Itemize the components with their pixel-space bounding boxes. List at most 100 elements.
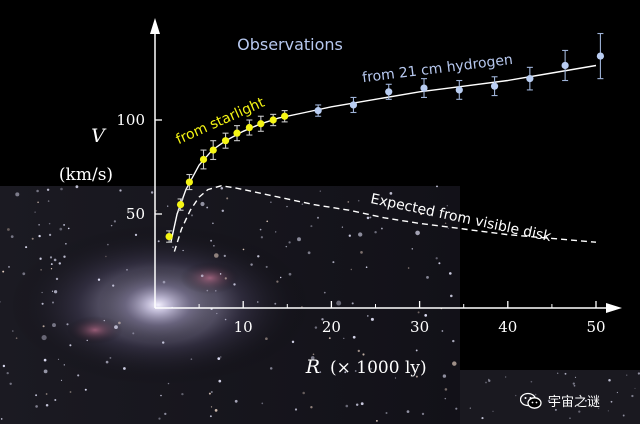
- star: [366, 216, 370, 220]
- star: [172, 246, 174, 249]
- star: [574, 376, 577, 378]
- star: [47, 200, 50, 202]
- star: [45, 393, 48, 395]
- star: [360, 402, 364, 406]
- star: [52, 301, 54, 304]
- star: [441, 330, 444, 332]
- star: [438, 262, 441, 265]
- background-stars: [0, 185, 640, 422]
- star: [286, 205, 288, 208]
- star: [7, 265, 11, 268]
- star: [444, 388, 448, 391]
- star: [52, 323, 56, 328]
- starlight-point: [245, 123, 253, 132]
- star: [210, 391, 213, 393]
- star: [66, 323, 69, 326]
- star: [110, 224, 113, 227]
- star: [487, 378, 490, 381]
- star: [65, 242, 67, 245]
- star: [105, 360, 109, 364]
- star: [265, 337, 268, 341]
- star: [450, 294, 453, 298]
- star: [39, 257, 42, 260]
- star: [217, 357, 221, 360]
- star: [415, 349, 418, 352]
- star: [132, 332, 135, 335]
- star: [385, 412, 388, 414]
- star: [547, 399, 551, 403]
- star: [6, 371, 9, 375]
- star: [164, 412, 167, 416]
- star: [351, 302, 354, 305]
- hydrogen-point: [561, 61, 569, 70]
- star: [51, 290, 54, 292]
- star: [452, 361, 457, 366]
- x-axis-label-variable: R: [305, 356, 320, 378]
- star: [288, 272, 292, 276]
- star: [60, 379, 63, 381]
- star: [380, 227, 383, 230]
- star: [362, 353, 365, 356]
- star: [557, 372, 559, 374]
- star: [345, 404, 349, 408]
- star: [31, 237, 34, 240]
- star: [209, 415, 212, 418]
- star: [554, 408, 557, 411]
- star: [242, 248, 245, 251]
- star: [446, 205, 448, 207]
- star: [190, 358, 193, 360]
- star: [105, 255, 107, 258]
- star: [54, 399, 57, 401]
- hydrogen-point: [314, 107, 322, 115]
- star: [67, 227, 70, 230]
- star: [266, 220, 269, 223]
- star: [210, 239, 213, 242]
- star: [274, 302, 277, 305]
- starlight-point: [199, 155, 208, 164]
- star: [481, 417, 484, 420]
- star: [367, 315, 369, 317]
- star: [515, 394, 517, 397]
- star: [259, 228, 262, 231]
- star: [616, 391, 619, 394]
- star: [123, 367, 126, 370]
- starlight-point: [269, 116, 277, 124]
- fit-curve: [170, 64, 597, 243]
- annotation-starlight: from starlight: [174, 94, 268, 148]
- star: [49, 256, 53, 259]
- star: [134, 233, 138, 237]
- star: [370, 367, 373, 370]
- star: [323, 291, 326, 294]
- star: [597, 407, 600, 410]
- star: [86, 339, 88, 342]
- star: [2, 364, 6, 368]
- star: [310, 406, 313, 409]
- star: [447, 227, 449, 229]
- star: [45, 403, 49, 407]
- star: [181, 392, 184, 396]
- star: [307, 251, 311, 255]
- star: [417, 311, 420, 314]
- star: [36, 189, 39, 193]
- star: [103, 319, 106, 322]
- star: [444, 397, 447, 400]
- star: [43, 369, 48, 374]
- star: [347, 201, 350, 203]
- star: [357, 199, 360, 202]
- star: [291, 340, 295, 344]
- star: [370, 317, 374, 321]
- star: [167, 382, 170, 385]
- star: [150, 191, 154, 194]
- star: [321, 318, 324, 321]
- star: [294, 408, 298, 411]
- star: [421, 412, 425, 416]
- star: [43, 358, 47, 362]
- star: [634, 387, 636, 389]
- star: [637, 372, 640, 375]
- star: [218, 379, 222, 383]
- star: [442, 374, 447, 378]
- x-tick-label: 30: [410, 318, 429, 336]
- star: [155, 210, 158, 212]
- star: [444, 222, 447, 224]
